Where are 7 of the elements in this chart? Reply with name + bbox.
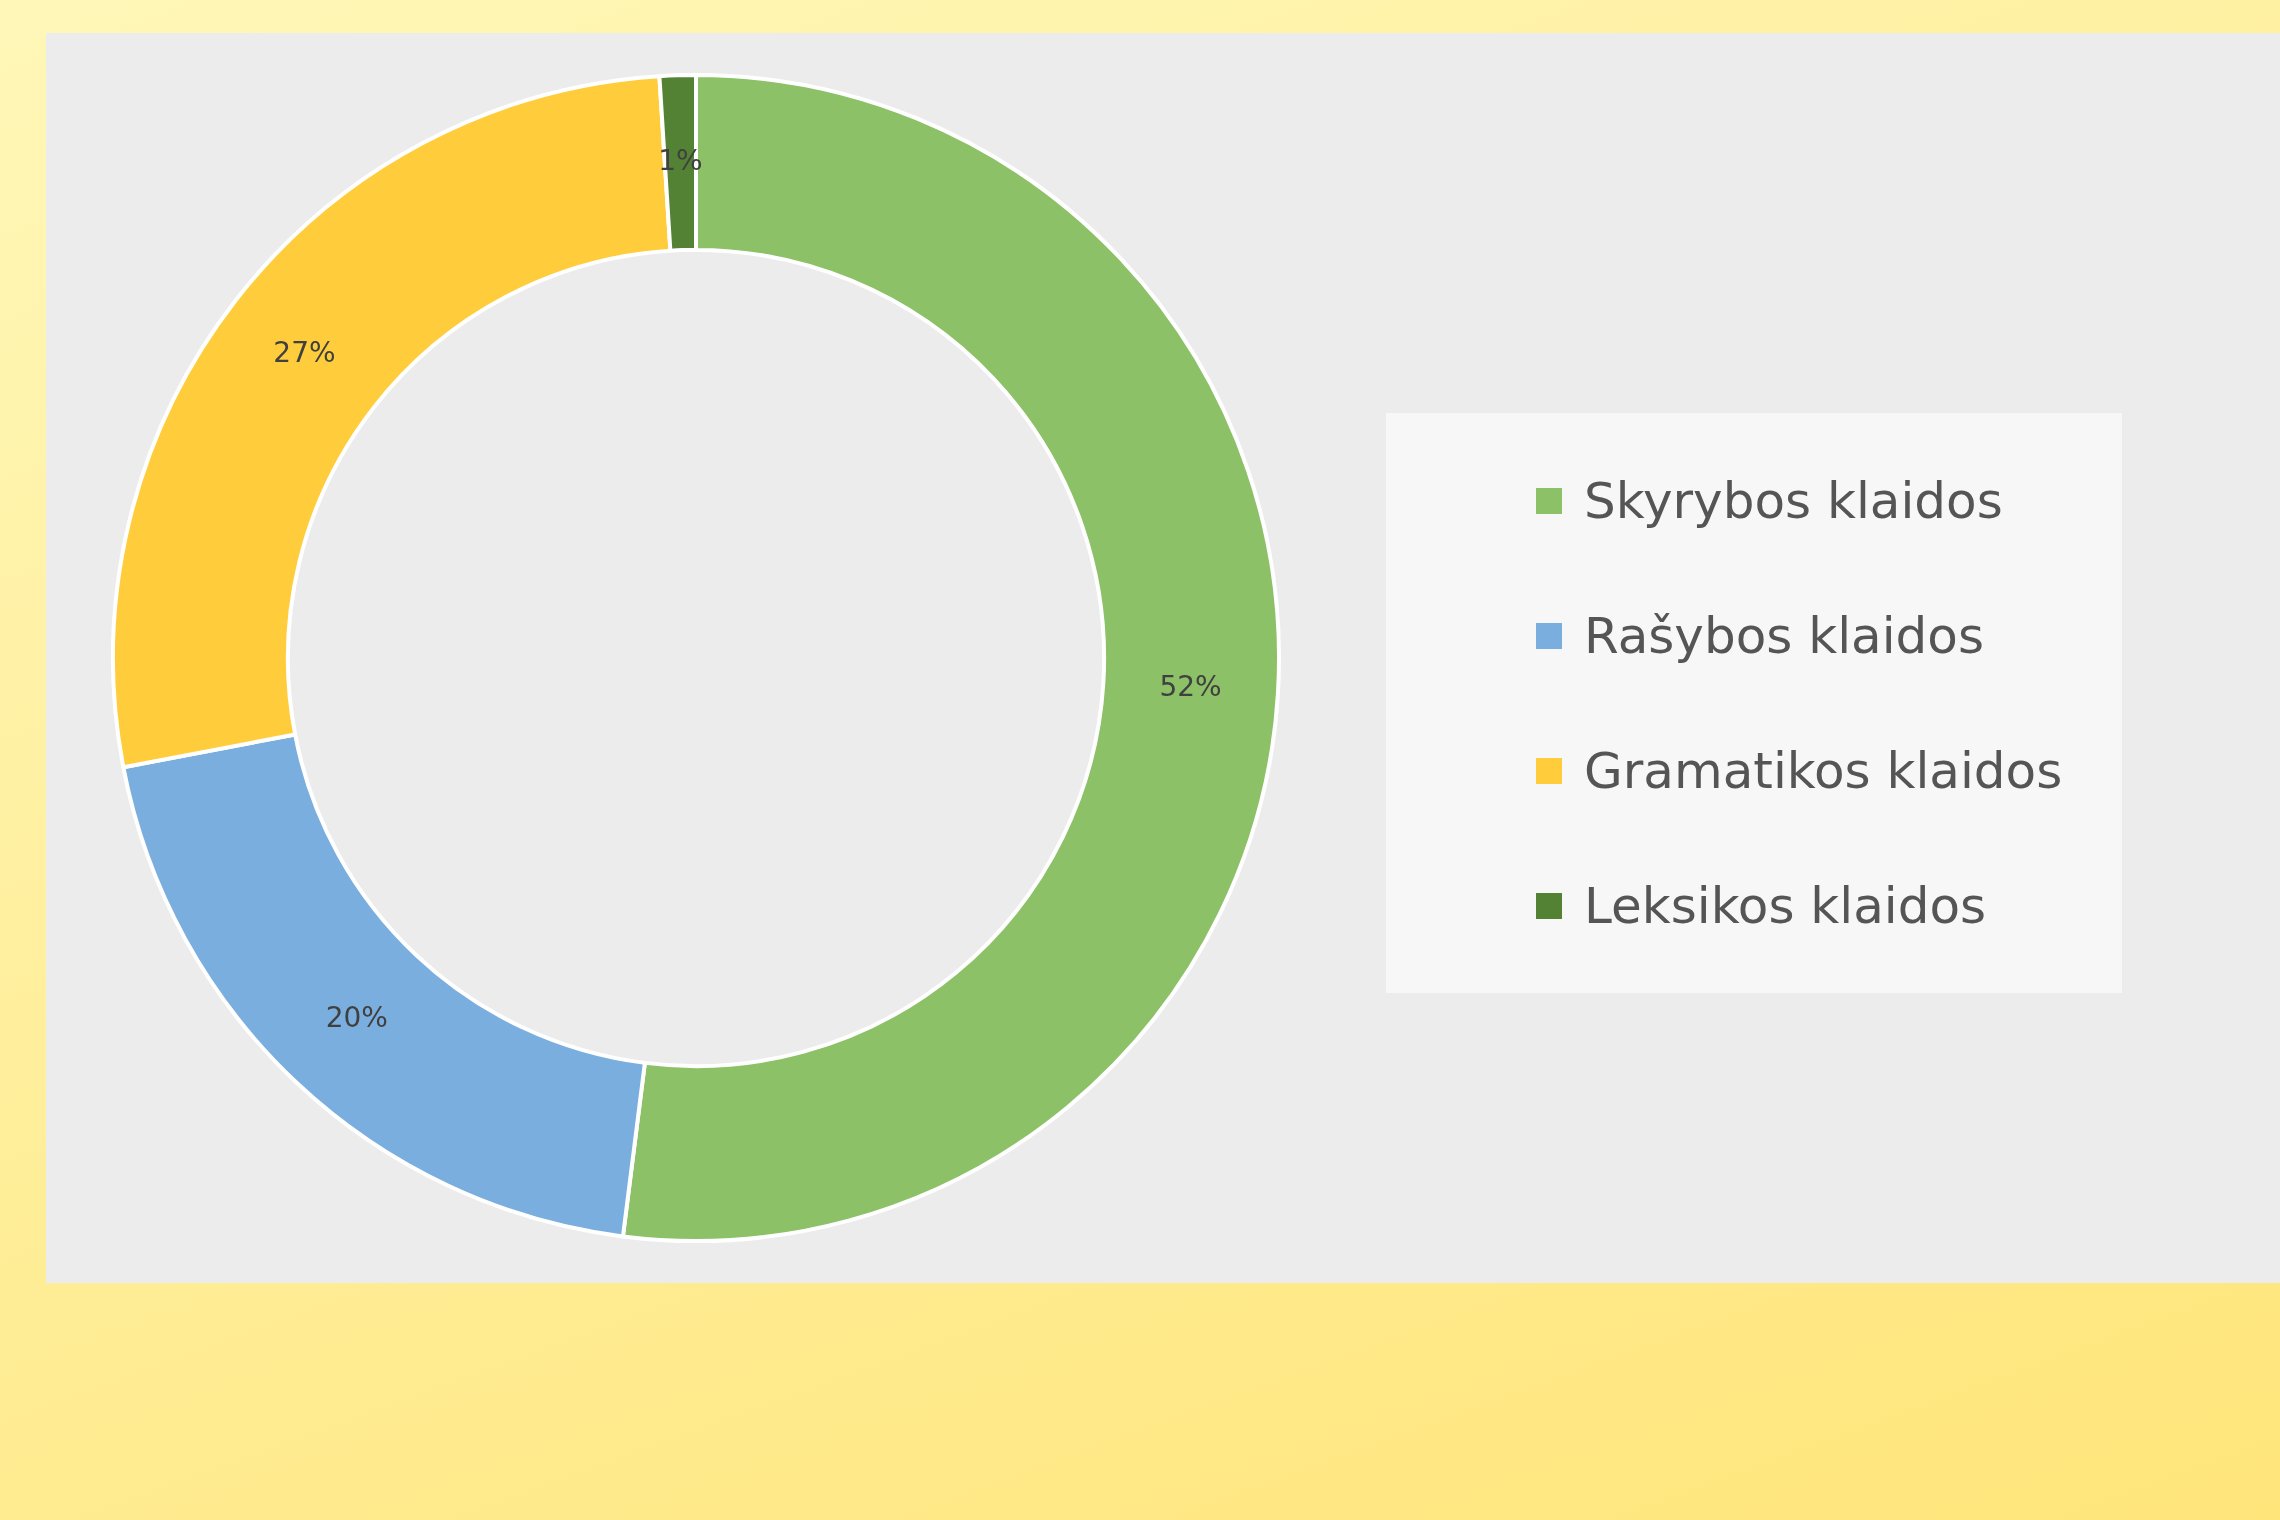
data-label: 52%: [1159, 670, 1222, 704]
data-label: 27%: [273, 335, 336, 369]
legend-label: Skyrybos klaidos: [1584, 471, 2003, 530]
legend-label: Leksikos klaidos: [1584, 876, 1987, 935]
legend-label: Gramatikos klaidos: [1584, 741, 2063, 800]
legend-label: Rašybos klaidos: [1584, 606, 1984, 665]
data-label: 20%: [325, 1000, 388, 1034]
